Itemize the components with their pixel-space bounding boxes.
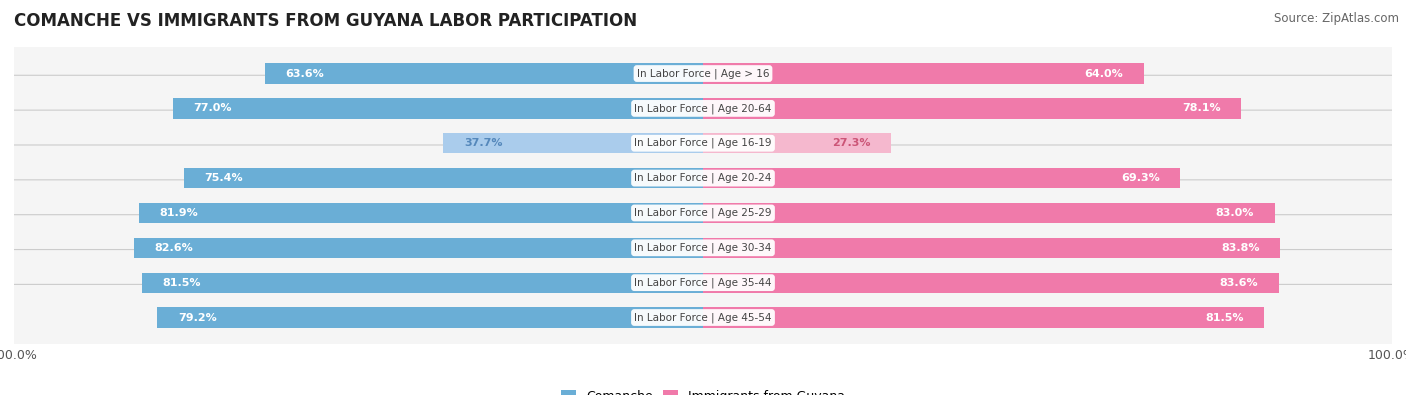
Bar (139, 203, 703, 223)
FancyBboxPatch shape (7, 110, 1399, 176)
Bar (703, 238, 1281, 258)
Text: In Labor Force | Age > 16: In Labor Force | Age > 16 (637, 68, 769, 79)
Text: 69.3%: 69.3% (1121, 173, 1160, 183)
Text: 75.4%: 75.4% (204, 173, 243, 183)
Bar (703, 307, 1264, 327)
Text: 63.6%: 63.6% (285, 69, 325, 79)
Text: 64.0%: 64.0% (1084, 69, 1123, 79)
Text: 83.8%: 83.8% (1222, 243, 1260, 253)
FancyBboxPatch shape (7, 180, 1399, 246)
FancyBboxPatch shape (7, 284, 1399, 351)
Text: In Labor Force | Age 35-44: In Labor Force | Age 35-44 (634, 277, 772, 288)
Text: In Labor Force | Age 16-19: In Labor Force | Age 16-19 (634, 138, 772, 149)
Bar (703, 168, 1181, 188)
Text: Source: ZipAtlas.com: Source: ZipAtlas.com (1274, 12, 1399, 25)
Bar (184, 168, 703, 188)
Legend: Comanche, Immigrants from Guyana: Comanche, Immigrants from Guyana (561, 389, 845, 395)
Bar (142, 273, 703, 293)
Text: 77.0%: 77.0% (193, 103, 232, 113)
Bar (173, 98, 703, 118)
Text: 82.6%: 82.6% (155, 243, 194, 253)
Text: 37.7%: 37.7% (464, 138, 502, 148)
Text: 83.6%: 83.6% (1219, 278, 1258, 288)
Text: COMANCHE VS IMMIGRANTS FROM GUYANA LABOR PARTICIPATION: COMANCHE VS IMMIGRANTS FROM GUYANA LABOR… (14, 12, 637, 30)
Bar (703, 203, 1275, 223)
Text: 27.3%: 27.3% (832, 138, 870, 148)
Text: 78.1%: 78.1% (1182, 103, 1220, 113)
Text: 81.9%: 81.9% (159, 208, 198, 218)
Text: In Labor Force | Age 45-54: In Labor Force | Age 45-54 (634, 312, 772, 323)
Text: In Labor Force | Age 25-29: In Labor Force | Age 25-29 (634, 208, 772, 218)
Bar (264, 64, 703, 84)
Bar (703, 64, 1144, 84)
FancyBboxPatch shape (7, 215, 1399, 281)
Bar (134, 238, 703, 258)
Bar (157, 307, 703, 327)
Text: 79.2%: 79.2% (179, 312, 217, 322)
FancyBboxPatch shape (7, 145, 1399, 211)
Text: 81.5%: 81.5% (162, 278, 201, 288)
Text: In Labor Force | Age 20-24: In Labor Force | Age 20-24 (634, 173, 772, 183)
Text: In Labor Force | Age 20-64: In Labor Force | Age 20-64 (634, 103, 772, 114)
Text: In Labor Force | Age 30-34: In Labor Force | Age 30-34 (634, 243, 772, 253)
FancyBboxPatch shape (7, 250, 1399, 316)
Text: 83.0%: 83.0% (1216, 208, 1254, 218)
Bar (703, 133, 891, 153)
Bar (703, 273, 1279, 293)
FancyBboxPatch shape (7, 75, 1399, 141)
FancyBboxPatch shape (7, 40, 1399, 107)
Bar (443, 133, 703, 153)
Text: 81.5%: 81.5% (1205, 312, 1244, 322)
Bar (703, 98, 1241, 118)
